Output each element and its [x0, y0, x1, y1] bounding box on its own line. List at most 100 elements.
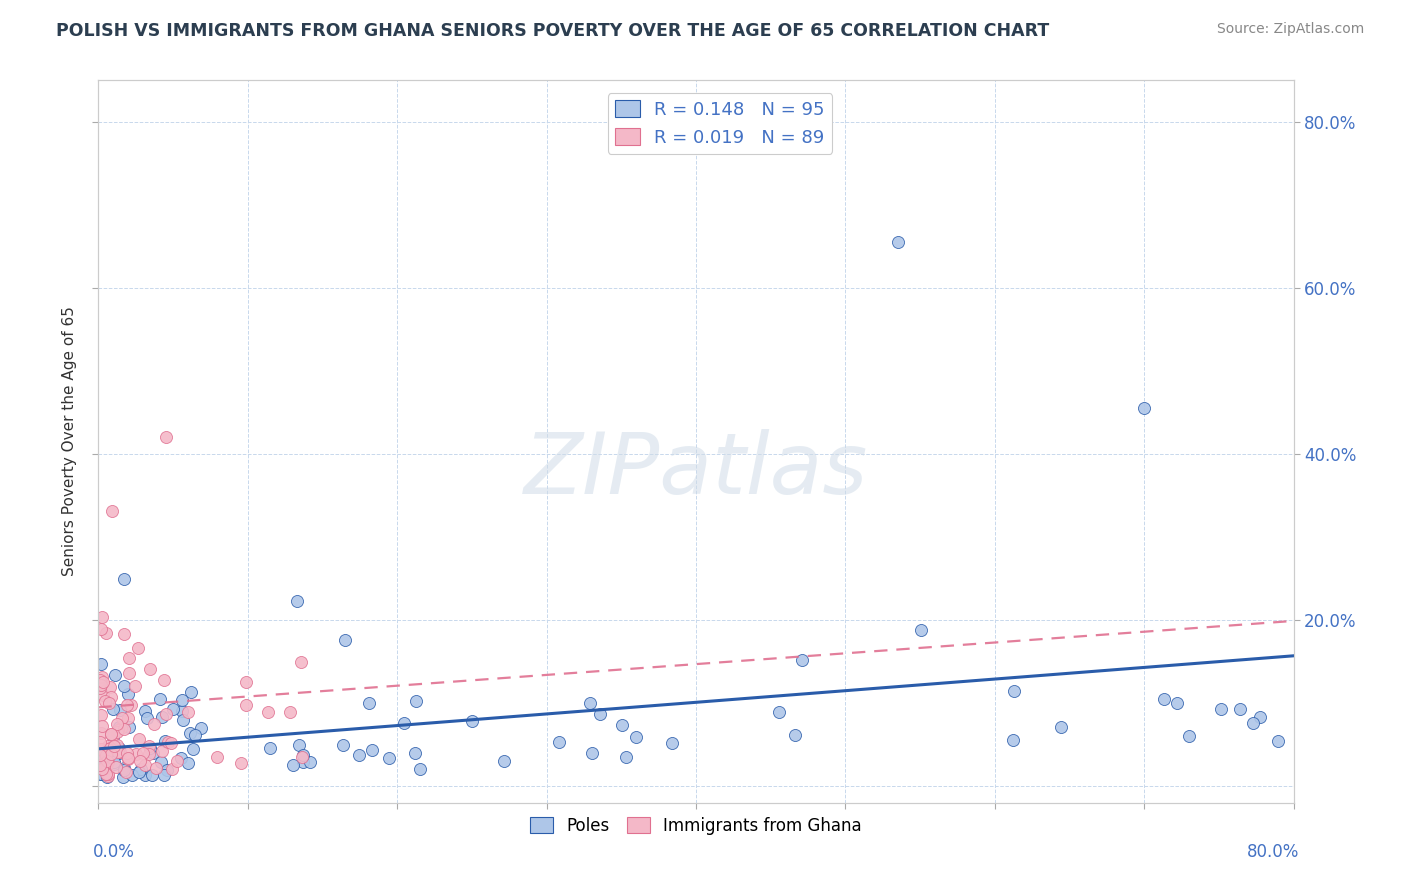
Point: [166, 755, 188, 769]
Point: [100, 747, 122, 761]
Point: [134, 704, 156, 718]
Point: [89, 735, 111, 749]
Point: [290, 655, 312, 669]
Point: [281, 758, 304, 772]
Point: [143, 717, 166, 731]
Point: [155, 707, 177, 722]
Point: [112, 723, 135, 737]
Point: [90, 742, 112, 756]
Point: [108, 720, 131, 734]
Point: [117, 687, 139, 701]
Point: [94, 747, 117, 762]
Point: [229, 756, 252, 771]
Point: [1166, 696, 1188, 710]
Point: [357, 697, 380, 711]
Point: [1241, 716, 1264, 731]
Point: [409, 762, 432, 776]
Point: [90, 752, 112, 766]
Point: [886, 235, 908, 250]
Legend: Poles, Immigrants from Ghana: Poles, Immigrants from Ghana: [523, 810, 869, 841]
Point: [96, 761, 118, 775]
Point: [112, 627, 135, 641]
Point: [299, 755, 322, 769]
Point: [205, 750, 228, 764]
Point: [1229, 702, 1251, 716]
Point: [108, 745, 131, 759]
Point: [89, 742, 111, 756]
Point: [103, 739, 125, 753]
Point: [141, 768, 163, 782]
Point: [97, 769, 120, 783]
Point: [97, 755, 120, 769]
Point: [125, 747, 148, 761]
Point: [110, 721, 132, 735]
Point: [105, 716, 128, 731]
Point: [94, 693, 117, 707]
Point: [112, 770, 135, 784]
Point: [1211, 702, 1233, 716]
Point: [291, 755, 314, 769]
Point: [170, 692, 193, 706]
Point: [96, 767, 118, 781]
Point: [127, 641, 149, 656]
Point: [90, 678, 112, 692]
Point: [347, 747, 370, 762]
Point: [118, 720, 141, 734]
Point: [90, 766, 112, 780]
Point: [90, 708, 112, 723]
Point: [96, 770, 118, 784]
Point: [405, 693, 427, 707]
Point: [190, 721, 212, 735]
Point: [149, 755, 172, 769]
Point: [172, 713, 194, 727]
Point: [184, 728, 207, 742]
Point: [94, 626, 117, 640]
Point: [91, 674, 114, 689]
Point: [100, 681, 122, 695]
Point: [149, 692, 172, 706]
Point: [150, 710, 173, 724]
Point: [581, 746, 603, 760]
Point: [112, 572, 135, 586]
Text: 80.0%: 80.0%: [1247, 843, 1299, 861]
Point: [162, 762, 184, 776]
Point: [170, 751, 193, 765]
Point: [159, 736, 181, 750]
Point: [129, 762, 152, 776]
Point: [179, 726, 201, 740]
Point: [101, 504, 124, 518]
Point: [108, 746, 131, 760]
Y-axis label: Seniors Poverty Over the Age of 65: Seniors Poverty Over the Age of 65: [62, 307, 77, 576]
Point: [90, 752, 112, 766]
Point: [124, 679, 146, 693]
Point: [115, 764, 138, 779]
Point: [90, 719, 112, 733]
Point: [117, 711, 139, 725]
Point: [107, 745, 129, 759]
Point: [153, 673, 176, 687]
Point: [103, 730, 125, 744]
Point: [96, 746, 118, 760]
Point: [98, 740, 121, 755]
Point: [332, 738, 354, 752]
Point: [661, 736, 683, 750]
Point: [117, 752, 139, 766]
Point: [285, 593, 308, 607]
Point: [111, 711, 134, 725]
Point: [104, 760, 127, 774]
Point: [170, 704, 193, 718]
Point: [104, 668, 127, 682]
Point: [155, 430, 177, 444]
Point: [112, 679, 135, 693]
Point: [1002, 683, 1025, 698]
Point: [156, 763, 179, 777]
Point: [97, 767, 120, 781]
Point: [910, 623, 932, 637]
Point: [1001, 733, 1024, 747]
Point: [612, 717, 634, 731]
Point: [288, 739, 311, 753]
Point: [579, 696, 602, 710]
Point: [128, 754, 150, 768]
Point: [1133, 401, 1156, 416]
Point: [132, 747, 155, 761]
